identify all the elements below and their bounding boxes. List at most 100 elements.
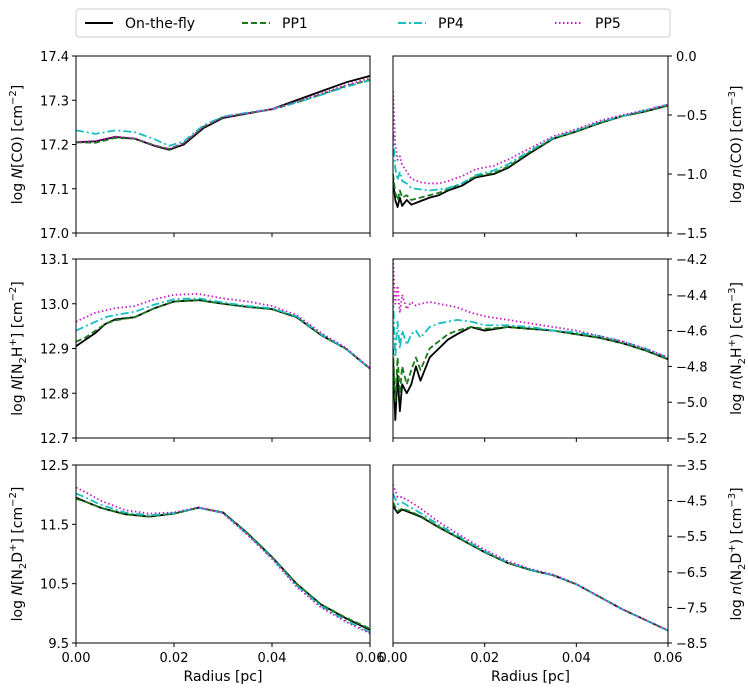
y-axis-label-part: ] (729, 487, 745, 492)
y-axis-label-part: D (729, 553, 745, 564)
y-axis-label-part: −2 (8, 492, 19, 507)
series-line-pp4 (393, 294, 668, 359)
y-tick-label: 17.2 (40, 139, 69, 154)
y-axis-label-part: [CO) [cm (10, 105, 26, 168)
series-line-on-the-fly (76, 299, 370, 370)
y-axis-label-part: ] (729, 282, 745, 287)
legend-label: PP4 (438, 16, 464, 32)
series-line-pp5 (76, 293, 370, 369)
axes-frame (75, 258, 371, 439)
y-tick-label: −6.5 (676, 566, 708, 581)
y-axis-label-part: −3 (727, 288, 738, 303)
y-tick-label: −3.5 (676, 459, 708, 474)
y-axis-label-part: log (729, 178, 745, 204)
y-axis-label-part: [N (10, 569, 26, 585)
y-axis-label-part: + (8, 338, 19, 346)
legend-label: On-the-fly (125, 16, 195, 32)
y-axis-label-part: 2 (18, 357, 29, 363)
y-axis-label-part: H (729, 347, 745, 358)
y-tick-label: 13.1 (40, 253, 69, 268)
series-line-pp4 (76, 492, 370, 634)
y-tick-label: −4.5 (676, 495, 708, 510)
y-tick-label: 10.5 (40, 578, 69, 593)
y-axis-label-part: ) [cm (729, 508, 745, 545)
y-axis-label-part: log (729, 595, 745, 621)
series-line-pp1 (393, 104, 668, 201)
series-line-on-the-fly (76, 75, 370, 151)
y-axis-label-part: log (10, 596, 26, 622)
y-tick-label: −4.4 (676, 289, 708, 304)
y-axis-label: log N[CO) [cm−2] (8, 85, 26, 204)
x-tick-label: 0.02 (160, 651, 189, 666)
y-tick-label: 11.5 (40, 518, 69, 533)
x-axis-label: Radius [pc] (491, 669, 570, 685)
y-axis-label-part: + (8, 544, 19, 552)
series-line-pp5 (393, 91, 668, 185)
x-tick-label: 0.02 (470, 651, 499, 666)
y-tick-label: −5.5 (676, 530, 708, 545)
legend-label: PP1 (282, 16, 308, 32)
y-axis-label: log n(CO) [cm−3] (727, 86, 745, 204)
series-line-on-the-fly (76, 496, 370, 631)
x-axis-label: Radius [pc] (184, 669, 263, 685)
y-axis-label: log N[N2D+] [cm−2] (8, 487, 29, 622)
series-group (76, 293, 370, 370)
panel-mid-right: −5.2 −5.0 −4.8 −4.6 −4.4 −4.2 log n(N2H+) [cm−… (392, 253, 748, 447)
y-tick-label: 12.5 (40, 459, 69, 474)
y-axis-label-part: −3 (727, 91, 738, 106)
y-axis-label-part: log (10, 390, 26, 416)
series-line-pp1 (393, 326, 668, 404)
panel-bottom-right: 0.00 0.02 0.04 0.06−8.5 −7.5 −6.5 −5.5 −4.5 −3.5… (379, 459, 748, 685)
axes-frame (392, 55, 669, 234)
y-tick-label: −7.5 (676, 601, 708, 616)
y-tick-label: 12.8 (40, 387, 69, 402)
x-tick-label: 0.06 (356, 651, 385, 666)
x-tick-label: 0.06 (654, 651, 683, 666)
y-axis-label-part: 2 (737, 564, 748, 570)
series-group (76, 486, 370, 635)
x-tick-label: 0.00 (62, 651, 91, 666)
axes-frame (392, 464, 669, 644)
series-line-pp4 (393, 103, 668, 192)
series-line-pp5 (393, 484, 668, 632)
y-axis-label-part: (N (729, 570, 745, 586)
axes-frame (392, 258, 669, 439)
y-axis-label-part: [N (10, 364, 26, 380)
y-axis-label-part: + (727, 339, 738, 347)
y-axis-label-part: (CO) [cm (729, 106, 745, 169)
series-line-on-the-fly (393, 326, 668, 421)
y-tick-label: −5.0 (676, 396, 708, 411)
panel-mid-left: 12.7 12.8 12.9 13.0 13.1 log N[N2H+] [cm−2] (8, 253, 371, 447)
panel-top-right: −1.5 −1.0 −0.5 0.0 log n(CO) [cm−3] (392, 50, 745, 242)
y-axis-label-part: −2 (8, 90, 19, 105)
y-tick-label: 12.9 (40, 343, 69, 358)
series-group (393, 91, 668, 208)
y-tick-label: −0.5 (676, 109, 708, 124)
axes-frame (75, 464, 371, 644)
y-tick-label: 17.4 (40, 50, 69, 65)
y-axis-label-part: n (729, 380, 745, 389)
y-axis-label-part: N (10, 379, 26, 390)
series-line-pp4 (393, 493, 668, 632)
y-axis-label-part: ] (729, 86, 745, 91)
y-axis-label-part: n (729, 586, 745, 595)
y-axis-label-part: ] (10, 85, 26, 90)
y-axis-label-part: 2 (737, 358, 748, 364)
y-tick-label: 17.1 (40, 183, 69, 198)
series-group (393, 259, 668, 421)
series-group (76, 75, 370, 151)
y-axis-label: log N[N2H+] [cm−2] (8, 281, 29, 415)
legend-label: PP5 (595, 16, 621, 32)
y-axis-label-part: ] (10, 281, 26, 286)
series-line-pp5 (393, 259, 668, 359)
series-line-pp5 (76, 486, 370, 635)
y-tick-label: 0.0 (676, 50, 697, 65)
y-tick-label: −4.6 (676, 325, 708, 340)
legend-frame (75, 8, 671, 38)
y-axis-label-part: −3 (727, 493, 738, 508)
y-axis-label-part: H (10, 347, 26, 358)
x-tick-label: 0.04 (258, 651, 287, 666)
x-tick-label: 0.04 (562, 651, 591, 666)
